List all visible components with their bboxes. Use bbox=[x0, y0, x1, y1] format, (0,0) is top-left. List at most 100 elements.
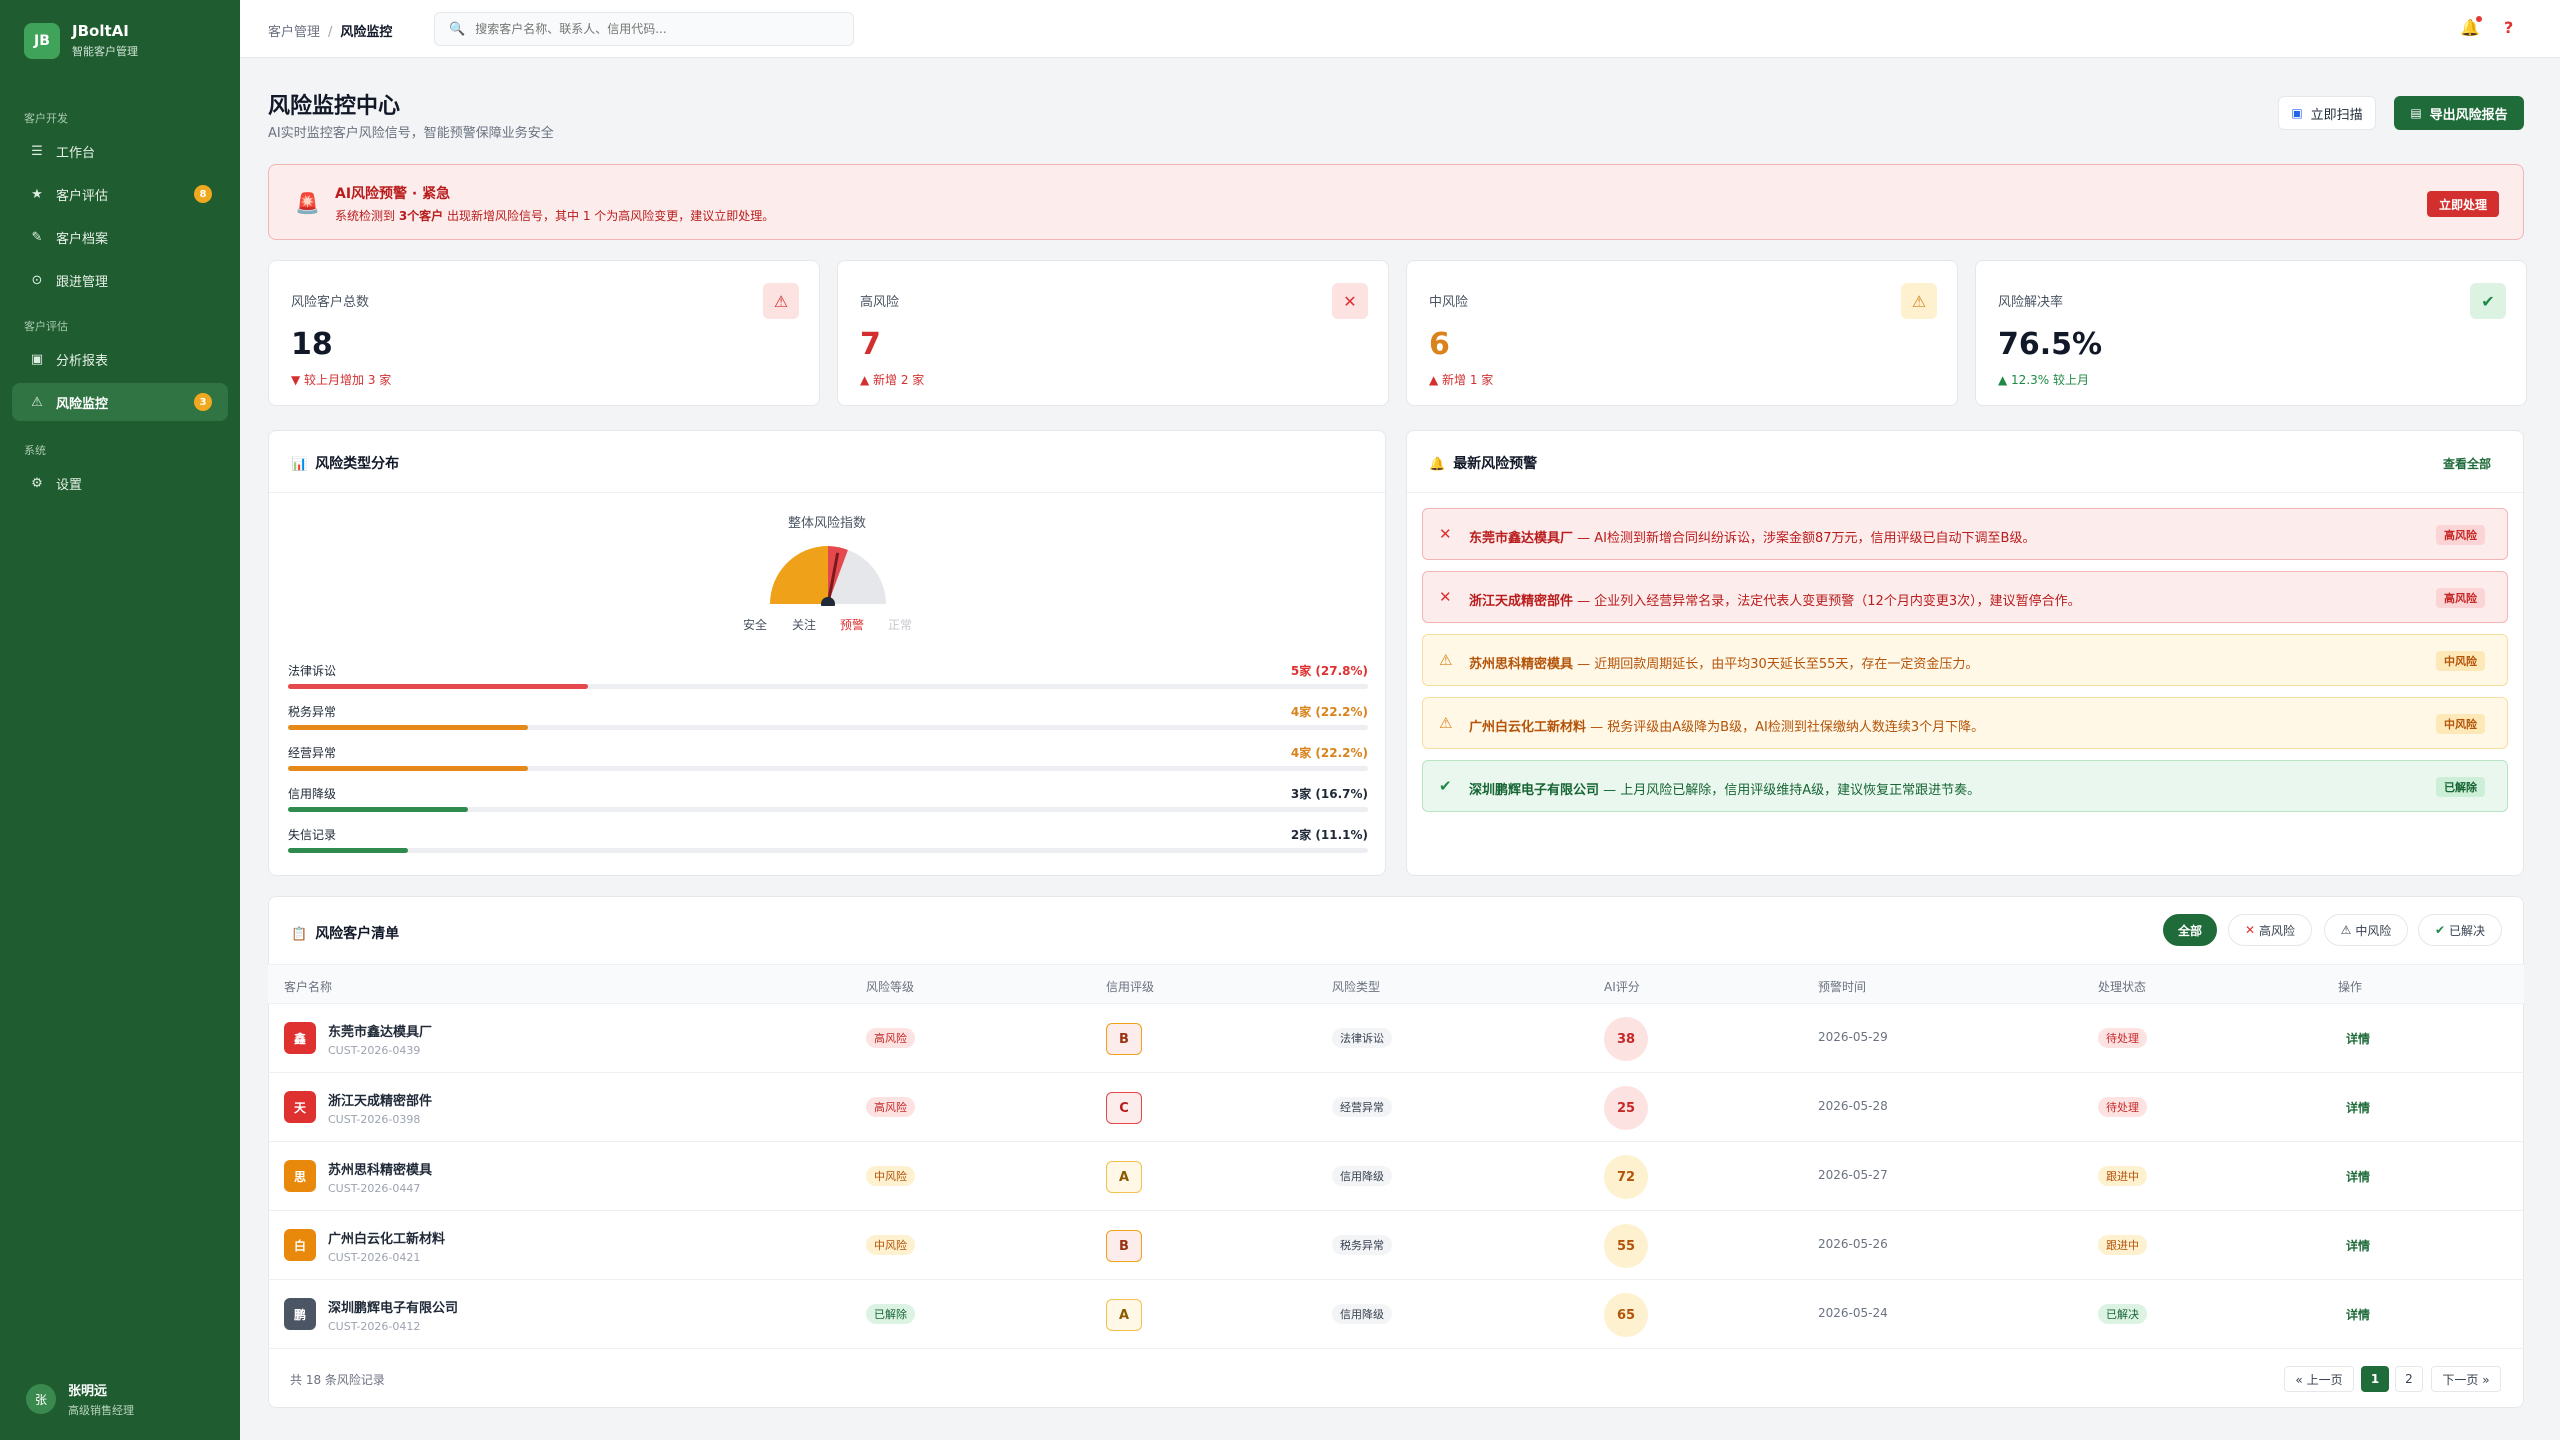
check-icon: ✔ bbox=[2470, 283, 2506, 319]
sidebar-item-label: 设置 bbox=[56, 477, 83, 493]
export-report-button[interactable]: ▤ 导出风险报告 bbox=[2394, 96, 2524, 130]
sidebar-item-reports[interactable]: ▣ 分析报表 bbox=[12, 340, 228, 378]
stat-delta: ▲ 新增 2 家 bbox=[860, 373, 925, 387]
column-header: 风险等级 bbox=[866, 980, 915, 994]
panel-title: 📊 风险类型分布 bbox=[291, 453, 399, 473]
alert-text-bold: 3个客户 bbox=[398, 209, 444, 223]
bell-icon: 🔔 bbox=[1429, 457, 1446, 472]
bell-icon[interactable]: 🔔 bbox=[2460, 18, 2480, 37]
avatar: 张 bbox=[26, 1384, 56, 1414]
topbar: 客户管理 / 风险监控 🔍 🔔 ? bbox=[240, 0, 2560, 58]
table-row[interactable]: 鹏深圳鹏辉电子有限公司 CUST-2026-0412 已解除 A 信用降级 65 2026-… bbox=[268, 1280, 2524, 1349]
page-1-button[interactable]: 1 bbox=[2361, 1366, 2389, 1392]
status-badge: 跟进中 bbox=[2098, 1235, 2147, 1255]
panel-title-text: 风险客户清单 bbox=[315, 926, 400, 942]
help-icon[interactable]: ? bbox=[2504, 18, 2514, 37]
credit-grade-badge: A bbox=[1106, 1299, 1142, 1331]
sidebar-item-risk-monitor[interactable]: ⚠ 风险监控 3 bbox=[12, 383, 228, 421]
details-link[interactable]: 详情 bbox=[2346, 1170, 2371, 1184]
warning-company: 浙江天成精密部件 bbox=[1469, 594, 1574, 609]
panel-title-text: 风险类型分布 bbox=[315, 456, 400, 472]
stat-delta: ▼ 较上月增加 3 家 bbox=[291, 373, 392, 387]
stat-value: 18 bbox=[291, 327, 333, 362]
table-row[interactable]: 天浙江天成精密部件 CUST-2026-0398 高风险 C 经营异常 25 2026-05… bbox=[268, 1073, 2524, 1142]
warning-item[interactable]: ⚠ 广州白云化工新材料 — 税务评级由A级降为B级，AI检测到社保缴纳人数连续3… bbox=[1422, 697, 2508, 749]
page-2-button[interactable]: 2 bbox=[2395, 1366, 2423, 1392]
risk-gauge bbox=[770, 546, 886, 606]
risk-type-bar bbox=[288, 807, 468, 812]
table-row[interactable]: 鑫东莞市鑫达模具厂 CUST-2026-0439 高风险 B 法律诉讼 38 2026-05… bbox=[268, 1004, 2524, 1073]
sidebar-item-customer-archive[interactable]: ✎ 客户档案 bbox=[12, 218, 228, 256]
details-link[interactable]: 详情 bbox=[2346, 1308, 2371, 1322]
user-profile[interactable]: 张 张明远 高级销售经理 bbox=[26, 1380, 134, 1418]
warning-icon: ⚠ bbox=[1439, 714, 1453, 732]
risk-type-name: 税务异常 bbox=[288, 705, 337, 719]
table-row[interactable]: 思苏州思科精密模具 CUST-2026-0447 中风险 A 信用降级 72 2026-05… bbox=[268, 1142, 2524, 1211]
column-header: 处理状态 bbox=[2098, 980, 2147, 994]
warning-date: 2026-05-27 bbox=[1818, 1168, 1888, 1182]
view-all-link[interactable]: 查看全部 bbox=[2442, 457, 2491, 471]
warning-item[interactable]: ✕ 东莞市鑫达模具厂 — AI检测到新增合同纠纷诉讼，涉案金额87万元，信用评级… bbox=[1422, 508, 2508, 560]
warning-text: 苏州思科精密模具 — 近期回款周期延长，由平均30天延长至55天，存在一定资金压… bbox=[1469, 653, 1978, 672]
search-input[interactable] bbox=[475, 22, 836, 36]
sidebar-badge: 3 bbox=[194, 393, 212, 411]
clipboard-icon: 📋 bbox=[291, 927, 308, 942]
customer-avatar: 白 bbox=[284, 1229, 316, 1261]
gauge-segment-watch bbox=[814, 546, 828, 604]
risk-type-value: 3家 (16.7%) bbox=[1290, 787, 1368, 801]
filter-mid-risk[interactable]: ⚠ 中风险 bbox=[2324, 914, 2408, 946]
warning-company: 东莞市鑫达模具厂 bbox=[1469, 531, 1574, 546]
warning-item[interactable]: ✔ 深圳鹏辉电子有限公司 — 上月风险已解除，信用评级维持A级，建议恢复正常跟进… bbox=[1422, 760, 2508, 812]
table-row[interactable]: 白广州白云化工新材料 CUST-2026-0421 中风险 B 税务异常 55 2026-0… bbox=[268, 1211, 2524, 1280]
customer-id: CUST-2026-0421 bbox=[328, 1251, 421, 1264]
warning-text: 深圳鹏辉电子有限公司 — 上月风险已解除，信用评级维持A级，建议恢复正常跟进节奏… bbox=[1469, 779, 1980, 798]
scan-button-label: 立即扫描 bbox=[2310, 107, 2363, 123]
check-icon: ✔ bbox=[1439, 777, 1452, 795]
close-icon: ✕ bbox=[1439, 525, 1452, 543]
risk-type-badge: 信用降级 bbox=[1332, 1304, 1392, 1324]
sidebar-item-workbench[interactable]: ☰ 工作台 bbox=[12, 132, 228, 170]
details-link[interactable]: 详情 bbox=[2346, 1032, 2371, 1046]
risk-type-name: 法律诉讼 bbox=[288, 664, 337, 678]
risk-type-bar bbox=[288, 848, 408, 853]
warning-text: 广州白云化工新材料 — 税务评级由A级降为B级，AI检测到社保缴纳人数连续3个月… bbox=[1469, 716, 1984, 735]
warning-company: 广州白云化工新材料 bbox=[1469, 720, 1587, 735]
customer-name: 广州白云化工新材料 bbox=[328, 1232, 446, 1247]
filter-all[interactable]: 全部 bbox=[2163, 914, 2217, 946]
sidebar-item-label: 分析报表 bbox=[56, 353, 109, 369]
customer-avatar: 鑫 bbox=[284, 1022, 316, 1054]
details-link[interactable]: 详情 bbox=[2346, 1101, 2371, 1115]
scan-button[interactable]: ▣ 立即扫描 bbox=[2278, 96, 2376, 130]
filter-resolved[interactable]: ✔ 已解决 bbox=[2418, 914, 2502, 946]
column-header: 信用评级 bbox=[1106, 980, 1155, 994]
warning-detail: — 税务评级由A级降为B级，AI检测到社保缴纳人数连续3个月下降。 bbox=[1586, 720, 1985, 735]
square-icon: ▣ bbox=[30, 351, 44, 367]
customer-avatar: 鹏 bbox=[284, 1298, 316, 1330]
search-box[interactable]: 🔍 bbox=[434, 12, 854, 46]
stat-label: 高风险 bbox=[860, 295, 900, 310]
brand[interactable]: JB JBoltAI 智能客户管理 bbox=[24, 22, 138, 59]
sidebar-badge: 8 bbox=[194, 185, 212, 203]
alert-text-part: 系统检测到 bbox=[335, 209, 399, 223]
sidebar-item-follow-up[interactable]: ⊙ 跟进管理 bbox=[12, 261, 228, 299]
warning-item[interactable]: ⚠ 苏州思科精密模具 — 近期回款周期延长，由平均30天延长至55天，存在一定资… bbox=[1422, 634, 2508, 686]
breadcrumb-item[interactable]: 客户管理 bbox=[268, 25, 321, 40]
filter-high-risk[interactable]: ✕ 高风险 bbox=[2228, 914, 2312, 946]
warning-tag: 高风险 bbox=[2436, 588, 2485, 608]
sidebar-item-customer-evaluation[interactable]: ★ 客户评估 8 bbox=[12, 175, 228, 213]
details-link[interactable]: 详情 bbox=[2346, 1239, 2371, 1253]
stat-delta: ▲ 新增 1 家 bbox=[1429, 373, 1494, 387]
risk-type-value: 5家 (27.8%) bbox=[1290, 664, 1368, 678]
handle-now-button[interactable]: 立即处理 bbox=[2427, 191, 2499, 217]
next-page-button[interactable]: 下一页 » bbox=[2431, 1366, 2501, 1392]
notification-dot bbox=[2476, 16, 2482, 22]
prev-page-button[interactable]: « 上一页 bbox=[2284, 1366, 2354, 1392]
sidebar-item-label: 风险监控 bbox=[56, 396, 109, 412]
sidebar-item-settings[interactable]: ⚙ 设置 bbox=[12, 464, 228, 502]
column-header: AI评分 bbox=[1604, 980, 1640, 994]
user-role: 高级销售经理 bbox=[68, 1404, 134, 1417]
list-icon: ☰ bbox=[31, 143, 43, 159]
customer-name: 深圳鹏辉电子有限公司 bbox=[328, 1301, 459, 1316]
warning-item[interactable]: ✕ 浙江天成精密部件 — 企业列入经营异常名录，法定代表人变更预警（12个月内变… bbox=[1422, 571, 2508, 623]
check-icon: ✔ bbox=[2434, 923, 2446, 937]
